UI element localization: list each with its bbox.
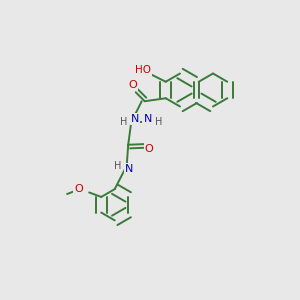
- Text: HO: HO: [135, 65, 151, 75]
- Text: O: O: [145, 144, 154, 154]
- Text: N: N: [130, 114, 139, 124]
- Text: N: N: [125, 164, 133, 174]
- Text: H: H: [114, 161, 122, 171]
- Text: O: O: [74, 184, 83, 194]
- Text: O: O: [128, 80, 137, 90]
- Text: N: N: [143, 114, 152, 124]
- Text: H: H: [120, 117, 127, 127]
- Text: H: H: [154, 117, 162, 127]
